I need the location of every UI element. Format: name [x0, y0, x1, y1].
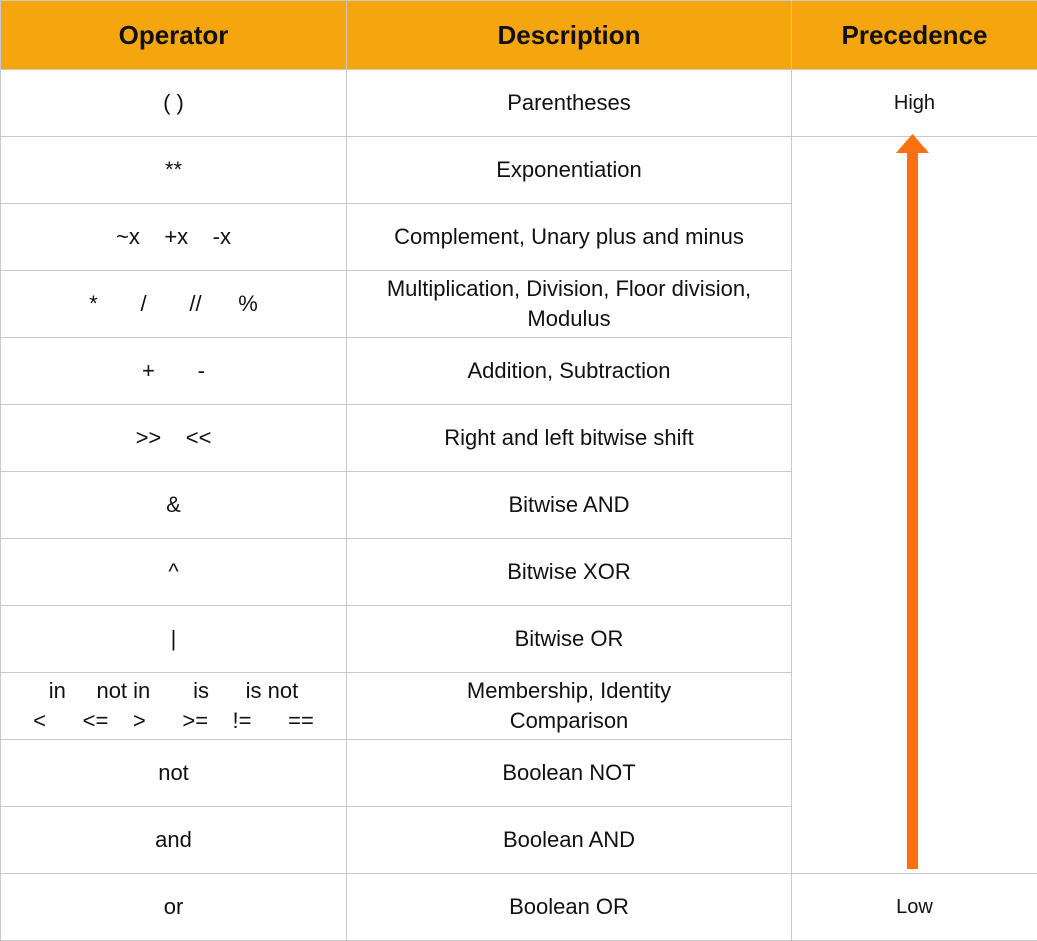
table-row: ( ) Parentheses High — [1, 70, 1037, 137]
operator-cell: | — [1, 606, 347, 673]
precedence-arrow-cell — [792, 137, 1037, 874]
header-operator: Operator — [1, 1, 347, 70]
description-cell: Addition, Subtraction — [347, 338, 792, 405]
operator-cell: + - — [1, 338, 347, 405]
operator-cell: and — [1, 807, 347, 874]
table-row: ** Exponentiation — [1, 137, 1037, 204]
description-cell: Bitwise OR — [347, 606, 792, 673]
header-description: Description — [347, 1, 792, 70]
description-cell: Exponentiation — [347, 137, 792, 204]
description-cell: Membership, Identity Comparison — [347, 673, 792, 740]
operator-cell: >> << — [1, 405, 347, 472]
description-cell: Bitwise XOR — [347, 539, 792, 606]
operator-cell: ( ) — [1, 70, 347, 137]
operator-cell: not — [1, 740, 347, 807]
description-cell: Bitwise AND — [347, 472, 792, 539]
operator-cell: * / // % — [1, 271, 347, 338]
description-cell: Boolean NOT — [347, 740, 792, 807]
description-cell: Multiplication, Division, Floor division… — [347, 271, 792, 338]
description-cell: Parentheses — [347, 70, 792, 137]
operator-cell: ** — [1, 137, 347, 204]
operator-cell: ~x +x -x — [1, 204, 347, 271]
description-cell: Complement, Unary plus and minus — [347, 204, 792, 271]
operator-cell: in not in is is not < <= > >= != == — [1, 673, 347, 740]
header-row: Operator Description Precedence — [1, 1, 1037, 70]
description-cell: Right and left bitwise shift — [347, 405, 792, 472]
description-cell: Boolean OR — [347, 874, 792, 941]
precedence-high-label: High — [792, 70, 1037, 137]
description-cell: Boolean AND — [347, 807, 792, 874]
header-precedence: Precedence — [792, 1, 1037, 70]
operator-cell: or — [1, 874, 347, 941]
precedence-low-label: Low — [792, 874, 1037, 941]
operator-cell: ^ — [1, 539, 347, 606]
operator-cell: & — [1, 472, 347, 539]
table-row: or Boolean OR Low — [1, 874, 1037, 941]
